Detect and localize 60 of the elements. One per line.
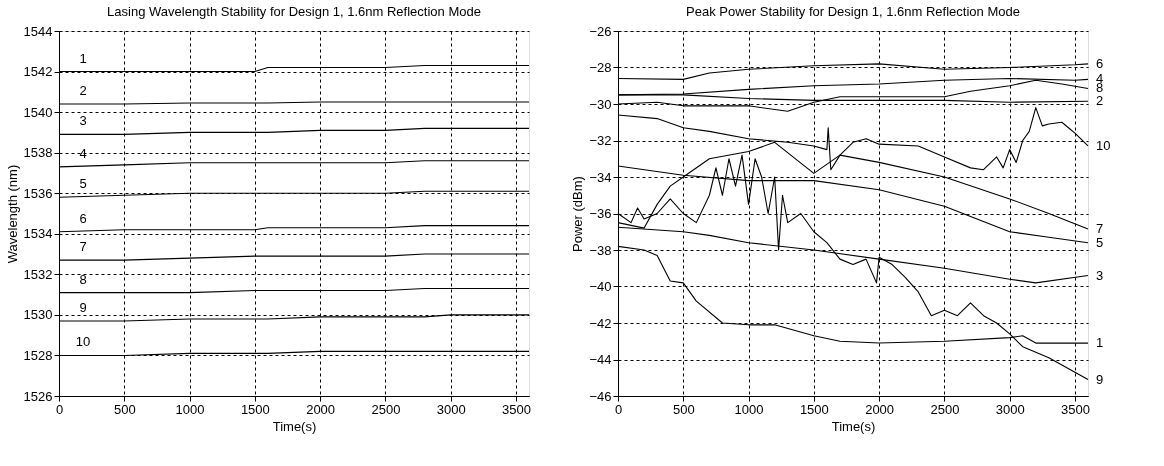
y-tick-label: −38 [589,242,612,258]
series-label: 10 [75,334,91,350]
y-tick-label: −30 [589,96,612,112]
y-tick-label: 1540 [23,104,53,120]
y-tick-label: 1542 [23,64,53,80]
x-tick-label: 0 [614,401,623,417]
y-tick-label: −42 [589,315,612,331]
y-tick-label: −34 [589,169,612,185]
y-axis-title: Wavelength (nm) [4,164,20,264]
chart-title: Peak Power Stability for Design 1, 1.6nm Reflection Mode [686,4,1020,19]
x-tick-label: 2500 [930,401,960,417]
x-tick-label: 2500 [371,401,401,417]
y-tick-label: 1532 [23,266,53,282]
y-axis-title: Power (dBm) [570,176,586,252]
series-label: 6 [79,210,87,226]
y-tick-label: 1536 [23,185,53,201]
x-tick-label: 3500 [1060,401,1090,417]
x-tick-label: 1500 [240,401,270,417]
series-label: 1 [79,50,87,66]
x-tick-label: 1500 [799,401,829,417]
x-axis-title: Time(s) [272,418,317,434]
series-label: 2 [1096,93,1104,109]
series-label: 9 [1096,371,1104,387]
y-tick-label: 1534 [23,226,53,242]
y-tick-label: 1528 [23,347,53,363]
x-tick-label: 3000 [995,401,1025,417]
series-label: 7 [79,239,87,255]
series-label: 9 [79,299,87,315]
series-label: 5 [1096,234,1104,250]
y-tick-label: 1526 [23,388,53,404]
series-label: 6 [1096,55,1104,71]
x-tick-label: 0 [55,401,64,417]
series-label: 10 [1096,137,1111,153]
y-tick-label: −46 [589,388,612,404]
y-tick-label: −36 [589,206,612,221]
y-tick-label: 1530 [23,307,53,323]
x-tick-label: 2000 [865,401,895,417]
x-tick-label: 500 [672,401,695,417]
y-tick-label: −26 [589,23,612,39]
y-tick-label: −28 [589,60,612,75]
series-label: 7 [1096,221,1104,237]
y-tick-label: −44 [589,352,612,367]
y-tick-label: −40 [589,279,612,294]
y-tick-label: 1544 [23,23,53,39]
x-tick-label: 3000 [436,401,466,417]
x-tick-label: 2000 [306,401,336,417]
chart-title: Lasing Wavelength Stability for Design 1, 1.6nm Reflection Mode [107,4,481,19]
x-tick-label: 3500 [501,401,531,417]
x-tick-label: 500 [113,401,136,417]
series-label: 3 [1096,267,1104,283]
x-tick-label: 1000 [175,401,205,417]
x-axis-title: Time(s) [831,418,876,434]
series-label: 1 [1096,335,1104,351]
series-label: 3 [79,113,87,129]
y-tick-label: −32 [589,133,612,148]
y-tick-label: 1538 [23,145,53,161]
series-label: 8 [79,271,87,287]
series-label: 5 [79,176,87,192]
x-tick-label: 1000 [734,401,764,417]
series-label: 2 [79,83,87,98]
